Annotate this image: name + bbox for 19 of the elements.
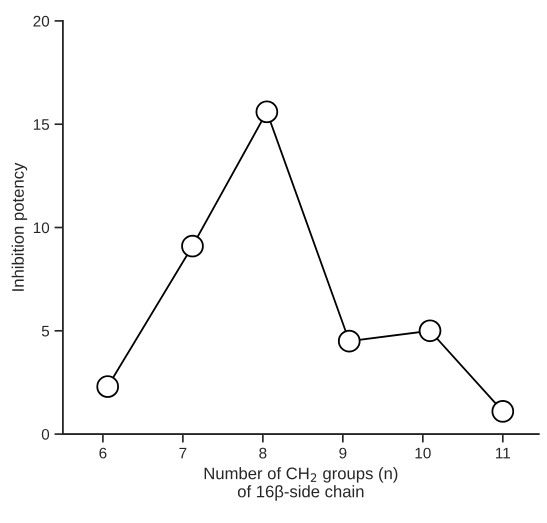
point (96, 375, 120, 398)
y-tick-label: 0 (42, 428, 50, 440)
y-tick-label: 20 (33, 16, 50, 27)
y-tick-label: 15 (34, 119, 50, 130)
y-tick-label: 10 (34, 222, 50, 234)
point (418, 319, 442, 342)
point (256, 100, 278, 124)
y-tick-label: 5 (42, 326, 50, 336)
x-tick-label: 7 (179, 448, 186, 458)
x-tick-label: 9 (339, 448, 346, 459)
x-axis-title: Number of CH$_{2}$ groups (n) of 16β-side chain (204, 467, 398, 501)
point (491, 400, 514, 423)
point (338, 330, 361, 352)
x-tick-label: 8 (259, 448, 266, 459)
x-tick-label: 11 (496, 448, 510, 458)
x-tick-label: 10 (415, 448, 431, 459)
x-tick-label: 6 (99, 448, 106, 459)
y-axis-title: Inhibition potency (12, 162, 28, 291)
point (181, 234, 204, 258)
